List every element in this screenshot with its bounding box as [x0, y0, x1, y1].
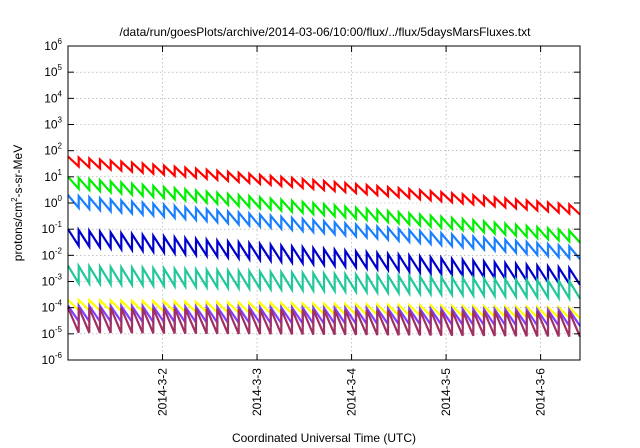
x-tick-label: 2014-3-3 — [250, 368, 264, 416]
y-tick-label: 10-4 — [42, 299, 63, 315]
series-line-8 — [66, 307, 582, 338]
y-tick-label: 10-3 — [42, 273, 63, 289]
y-tick-label: 10-1 — [42, 220, 63, 236]
chart-title: /data/run/goesPlots/archive/2014-03-06/1… — [120, 25, 532, 39]
series-line-4 — [67, 226, 581, 288]
y-tick-label: 101 — [44, 168, 62, 184]
series-line-1 — [67, 154, 581, 217]
y-axis-label: protons/cm2-s-sr-MeV — [10, 145, 25, 261]
x-axis-label: Coordinated Universal Time (UTC) — [232, 431, 416, 445]
y-tick-label: 105 — [44, 63, 62, 79]
y-tick-label: 100 — [44, 194, 62, 210]
series-group — [66, 154, 582, 338]
y-tick-label: 102 — [44, 142, 62, 158]
y-tick-label: 103 — [44, 116, 62, 132]
y-tick-label: 10-5 — [42, 325, 63, 341]
series-line-5 — [67, 262, 581, 303]
x-tick-label: 2014-3-6 — [534, 368, 548, 416]
y-tick-label: 104 — [44, 89, 62, 105]
y-tick-label: 10-6 — [42, 351, 63, 367]
y-tick-label: 106 — [44, 37, 62, 53]
x-tick-label: 2014-3-2 — [156, 368, 170, 416]
series-line-2 — [67, 175, 581, 245]
x-ticks: 2014-3-2 2014-3-3 2014-3-4 2014-3-5 2014-3-6 — [156, 46, 548, 416]
y-tick-label: 10-2 — [42, 246, 63, 262]
y-ticks: 10-6 10-5 10-4 10-3 10-2 10-1 100 101 102 103 104 1… — [42, 37, 580, 367]
x-tick-label: 2014-3-4 — [345, 368, 359, 416]
x-tick-label: 2014-3-5 — [439, 368, 453, 416]
series-line-3 — [67, 193, 581, 262]
